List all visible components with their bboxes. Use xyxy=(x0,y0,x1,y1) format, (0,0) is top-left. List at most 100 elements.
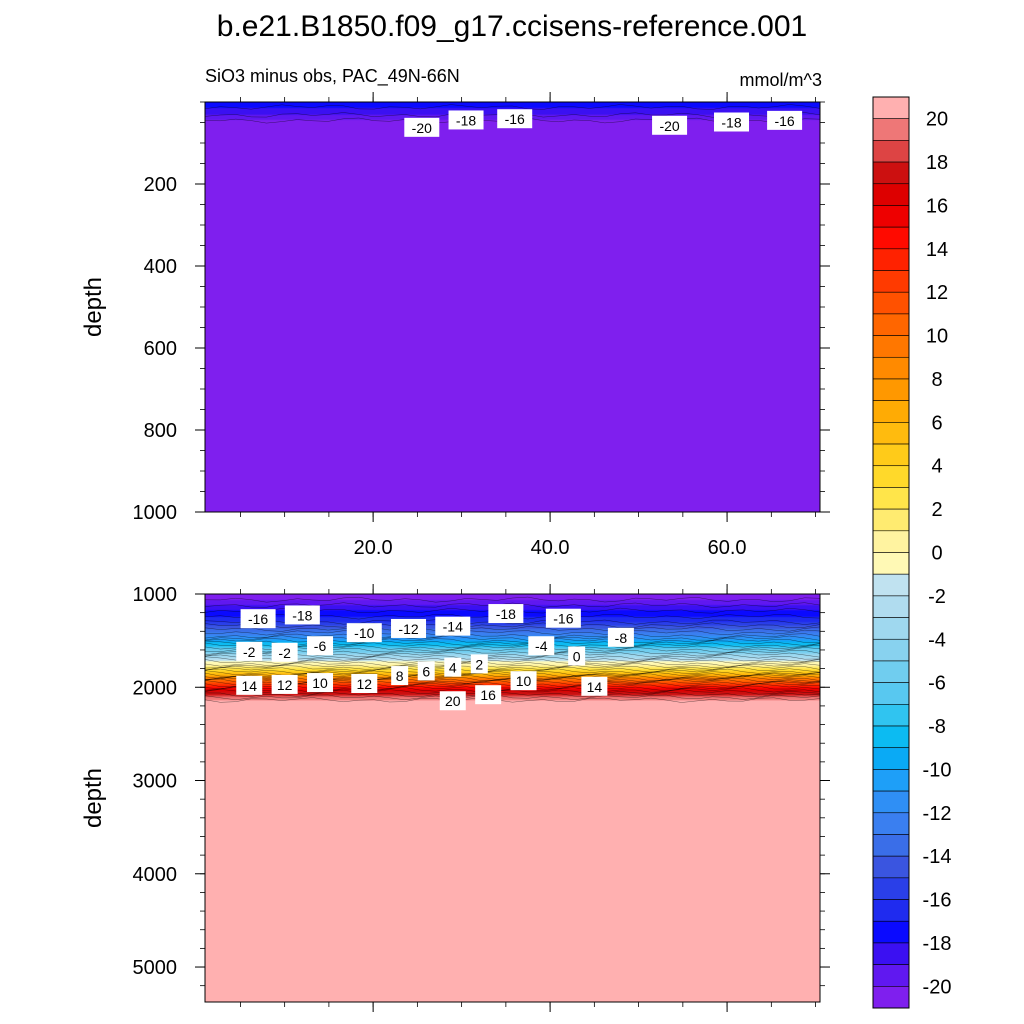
colorbar-swatch xyxy=(872,335,910,358)
colorbar-swatch xyxy=(872,704,910,727)
contour-label-box xyxy=(528,636,555,656)
colorbar-swatch xyxy=(872,769,910,792)
colorbar-swatch xyxy=(872,920,910,944)
colorbar-tick-label: 10 xyxy=(926,326,948,348)
contour-label: 14 xyxy=(581,676,608,696)
colorbar-swatch xyxy=(872,487,910,510)
figure-title: b.e21.B1850.f09_g17.ccisens-reference.00… xyxy=(217,10,807,43)
colorbar-swatch xyxy=(872,422,910,445)
contour-label: 20 xyxy=(439,691,466,711)
colorbar-swatch xyxy=(872,899,910,922)
contour-label-box xyxy=(510,671,537,691)
colorbar-swatch xyxy=(872,617,910,640)
contour-label-text: 10 xyxy=(516,673,532,689)
contour-label: 12 xyxy=(271,674,298,694)
contour-label-text: -6 xyxy=(314,638,327,654)
contour-label-text: -18 xyxy=(496,606,516,622)
colorbar-swatch xyxy=(872,96,910,119)
contour-label-text: 16 xyxy=(480,687,496,703)
colorbar-swatch xyxy=(872,140,910,163)
y-tick-label: 4000 xyxy=(133,864,178,886)
contour-label-text: -20 xyxy=(659,118,679,134)
x-tick-label: 40.0 xyxy=(531,537,570,559)
colorbar-tick-label: 2 xyxy=(931,499,942,521)
colorbar-swatch xyxy=(872,291,910,315)
upper-field xyxy=(205,102,820,512)
contour-label-text: -16 xyxy=(553,611,573,627)
y-tick-label: 2000 xyxy=(133,677,178,699)
x-tick-label: 20.0 xyxy=(354,537,393,559)
contour-label-box xyxy=(497,109,533,129)
contour-label-text: -16 xyxy=(774,113,794,129)
contour-label-box xyxy=(404,117,440,137)
colorbar-swatch xyxy=(872,682,910,705)
colorbar-tick-label: 16 xyxy=(926,195,948,217)
contour-label: 14 xyxy=(236,675,263,695)
contour-line xyxy=(204,104,821,110)
contour-label-text: -20 xyxy=(412,120,432,136)
contour-label: -6 xyxy=(307,636,334,656)
colorbar-swatch xyxy=(872,855,910,879)
contour-label: 0 xyxy=(568,646,586,666)
colorbar-tick-label: -4 xyxy=(928,629,946,651)
colorbar-swatch xyxy=(872,378,910,401)
contour-line xyxy=(204,691,821,698)
contour-label-text: 4 xyxy=(449,660,457,676)
contour-label-box xyxy=(581,676,608,696)
colorbar-swatch xyxy=(872,812,910,835)
contour-label: -18 xyxy=(284,605,320,625)
upper-contour-labels: -20 -18 -16 -20 -18 -16 xyxy=(404,109,803,137)
colorbar-tick-label: -16 xyxy=(923,890,952,912)
colorbar-swatch xyxy=(872,356,910,380)
contour-label-box xyxy=(767,110,803,130)
contour-label-text: 14 xyxy=(241,678,257,694)
contour-label-text: 2 xyxy=(475,656,483,672)
contour-line xyxy=(204,656,821,663)
contour-label-text: -14 xyxy=(443,619,463,635)
colorbar-swatch xyxy=(872,877,910,900)
contour-label: -18 xyxy=(448,110,484,130)
colorbar-swatch xyxy=(872,248,910,271)
contour-label-text: -10 xyxy=(354,625,374,641)
contour-label-text: -8 xyxy=(615,630,628,646)
colorbar-tick-label: -14 xyxy=(923,846,952,868)
contour-label: 2 xyxy=(470,654,488,674)
contour-line xyxy=(204,697,821,703)
colorbar-swatch xyxy=(872,790,910,814)
colorbar-swatch xyxy=(872,313,910,336)
contour-label-box xyxy=(488,604,524,624)
contour-label-text: -16 xyxy=(505,111,525,127)
contour-label: -2 xyxy=(236,641,263,661)
contour-label: -16 xyxy=(767,110,803,130)
contour-label: 10 xyxy=(510,671,537,691)
contour-label: -20 xyxy=(404,117,440,137)
colorbar-tick-label: -2 xyxy=(928,586,946,608)
contour-label: -2 xyxy=(271,642,298,662)
contour-label-box xyxy=(475,685,502,705)
contour-line xyxy=(204,654,821,660)
contour-line xyxy=(204,651,821,658)
colorbar-tick-label: -8 xyxy=(928,716,946,738)
contour-label: -18 xyxy=(488,604,524,624)
contour-label-box xyxy=(307,636,334,656)
colorbar-swatch xyxy=(872,638,910,662)
colorbar-swatch xyxy=(872,552,910,575)
colorbar-swatch xyxy=(872,161,910,185)
contour-label-text: -18 xyxy=(456,112,476,128)
colorbar-swatch xyxy=(872,942,910,965)
contour-label: -18 xyxy=(714,112,750,132)
contour-label-box xyxy=(284,605,320,625)
colorbar-frame xyxy=(872,96,910,1009)
colorbar-swatch xyxy=(872,400,910,423)
contour-label-box xyxy=(435,616,471,636)
contour-label-text: -16 xyxy=(248,611,268,627)
contour-line xyxy=(204,602,821,608)
contour-line xyxy=(204,626,821,632)
contour-label-box xyxy=(652,115,688,135)
contour-label-text: -18 xyxy=(721,115,741,131)
contour-label: -12 xyxy=(391,618,427,638)
colorbar-tick-label: -20 xyxy=(923,976,952,998)
contour-label: 10 xyxy=(307,673,334,693)
